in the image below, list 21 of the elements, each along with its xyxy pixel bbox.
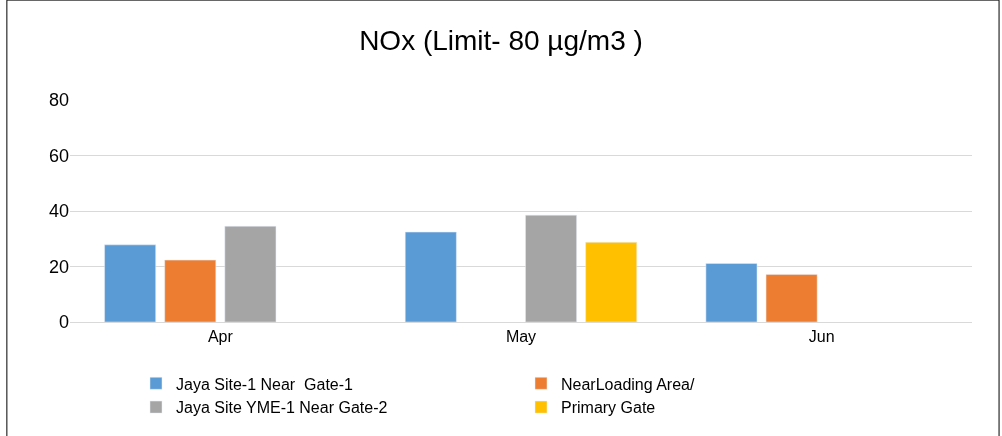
x-tick-label: Apr (207, 328, 234, 346)
bar (404, 231, 457, 322)
y-tick-label: 40 (48, 201, 69, 222)
legend-label: NearLoading Area/ (561, 375, 695, 393)
bar (224, 226, 277, 322)
bar (104, 244, 156, 322)
x-tick-label: Jun (808, 328, 835, 346)
bar (525, 214, 577, 322)
legend-label: Jaya Site-1 Near Gate-1 (176, 375, 354, 393)
bar (164, 259, 217, 322)
legend-label: Primary Gate (561, 399, 656, 417)
bar (705, 263, 758, 322)
chart-title: NOx (Limit- 80 µg/m3 ) (359, 25, 643, 57)
x-tick-label: May (505, 328, 537, 346)
y-tick-label: 0 (58, 312, 69, 333)
bar (585, 242, 638, 322)
bar (765, 274, 818, 322)
legend-label: Jaya Site YME-1 Near Gate-2 (176, 399, 388, 417)
y-tick-label: 80 (48, 90, 69, 111)
y-tick-label: 60 (48, 145, 69, 166)
y-tick-label: 20 (48, 256, 69, 277)
